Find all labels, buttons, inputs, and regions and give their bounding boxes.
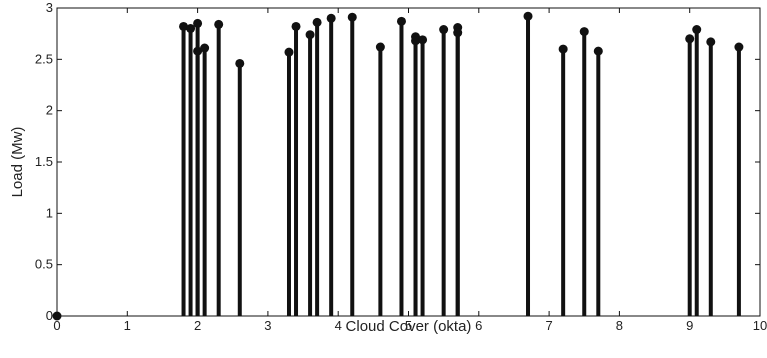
stem-marker <box>453 28 463 38</box>
stem-marker <box>685 34 695 44</box>
x-tick-label: 10 <box>753 318 767 333</box>
plot-frame <box>56 7 761 317</box>
x-tick-label: 5 <box>405 318 412 333</box>
stem-marker <box>284 47 294 57</box>
stem-marker <box>235 58 245 68</box>
stem-marker <box>326 13 336 23</box>
stem-marker <box>291 21 301 31</box>
ticks-layer: 0 1 2 3 4 5 6 7 8 9 10 0 0.5 1 1.5 2 2.5 3 <box>35 0 767 333</box>
stem-marker <box>734 42 744 52</box>
y-tick-label: 0.5 <box>35 257 53 272</box>
x-tick-label: 9 <box>686 318 693 333</box>
stem-marker <box>214 19 224 29</box>
y-tick-label: 2 <box>46 103 53 118</box>
stems-layer <box>52 11 744 321</box>
y-tick-label: 2.5 <box>35 51 53 66</box>
x-tick-label: 6 <box>475 318 482 333</box>
stem-marker <box>706 37 716 47</box>
stem-marker <box>439 25 449 35</box>
stem-marker <box>579 27 589 37</box>
stem-marker <box>396 16 406 26</box>
stem-marker <box>179 21 189 31</box>
stem-marker <box>593 46 603 56</box>
y-tick-label: 3 <box>46 0 53 15</box>
stem-marker <box>186 24 196 34</box>
x-tick-label: 7 <box>545 318 552 333</box>
stem-marker <box>418 35 428 45</box>
stem-marker <box>411 36 421 46</box>
stem-marker <box>193 18 203 28</box>
stem-marker <box>375 42 385 52</box>
x-axis-label: Cloud Cover (okta) <box>346 318 472 335</box>
x-tick-label: 1 <box>124 318 131 333</box>
x-tick-label: 8 <box>616 318 623 333</box>
stem-marker <box>347 12 357 22</box>
x-tick-label: 0 <box>53 318 60 333</box>
stem-marker <box>312 17 322 27</box>
stem-marker <box>305 30 315 40</box>
stem-marker <box>523 11 533 21</box>
stem-marker <box>193 46 203 56</box>
x-tick-label: 4 <box>335 318 342 333</box>
stem-marker <box>692 25 702 35</box>
x-tick-label: 2 <box>194 318 201 333</box>
y-tick-label: 1.5 <box>35 154 53 169</box>
x-tick-label: 3 <box>264 318 271 333</box>
stem-marker <box>200 43 210 53</box>
y-axis-label: Load (Mw) <box>9 127 26 198</box>
y-tick-label: 0 <box>46 308 53 323</box>
stem-marker <box>558 44 568 54</box>
y-tick-label: 1 <box>46 205 53 220</box>
